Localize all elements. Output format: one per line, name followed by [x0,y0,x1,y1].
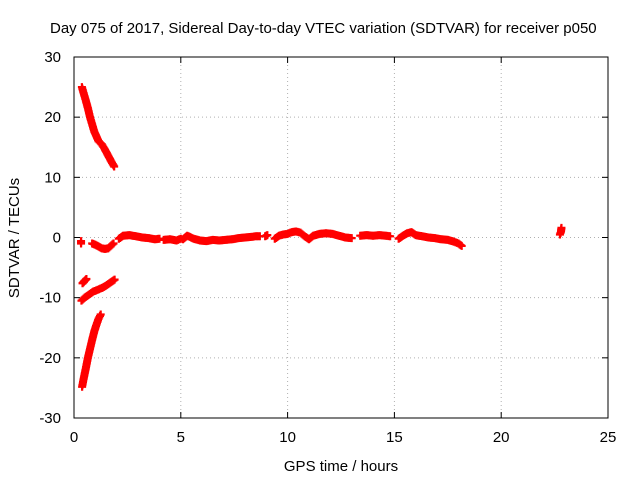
x-axis-label: GPS time / hours [284,458,398,475]
data-point-343 [347,234,356,243]
y-tick-label-3: 0 [53,230,61,247]
data-segment-0-9 [261,231,272,241]
data-segment-0-0 [77,237,86,248]
x-tick-label-2: 10 [279,429,296,446]
axis-ticks [73,56,609,419]
data-point-113 [96,310,105,319]
data-segment-0-10 [270,227,356,244]
x-tick-label-1: 5 [177,429,185,446]
x-tick-labels: 0 5 10 15 20 25 [70,429,617,446]
data-segment-0-2 [78,310,105,391]
data-point-419 [457,241,466,250]
y-tick-label-0: -30 [39,410,61,427]
data-segment-0-3 [77,275,119,305]
data-segment-0-12 [394,228,466,250]
y-tick-label-1: -20 [39,350,61,367]
data-point-367 [386,232,395,241]
data-segment-0-6 [114,231,164,244]
data-point-63 [110,162,119,171]
data-segment-0-4 [78,275,91,288]
data-point-281 [263,231,272,240]
x-tick-label-0: 0 [70,429,78,446]
data-point-425 [557,223,566,232]
data-point-2 [77,237,86,246]
chart-title: Day 075 of 2017, Sidereal Day-to-day VTE… [50,20,597,37]
y-tick-label-4: 10 [44,169,61,186]
data-segment-0-13 [555,223,566,239]
y-tick-labels: -30 -20 -10 0 10 20 30 [39,49,61,427]
y-tick-label-5: 20 [44,109,61,126]
y-axis-label: SDTVAR / TECUs [6,178,23,298]
x-tick-label-4: 20 [493,429,510,446]
y-tick-label-2: -10 [39,290,61,307]
data-segment-0-1 [77,83,119,171]
data-point-143 [110,275,119,284]
data-point-170 [109,239,118,248]
y-tick-label-6: 30 [44,49,61,66]
data-segment-0-8 [178,231,264,246]
data-segment-0-11 [356,231,395,241]
data-point-149 [82,275,91,284]
x-tick-label-3: 15 [386,429,403,446]
x-tick-label-5: 25 [600,429,617,446]
data-points [77,83,566,391]
data-segment-0-5 [88,239,118,253]
